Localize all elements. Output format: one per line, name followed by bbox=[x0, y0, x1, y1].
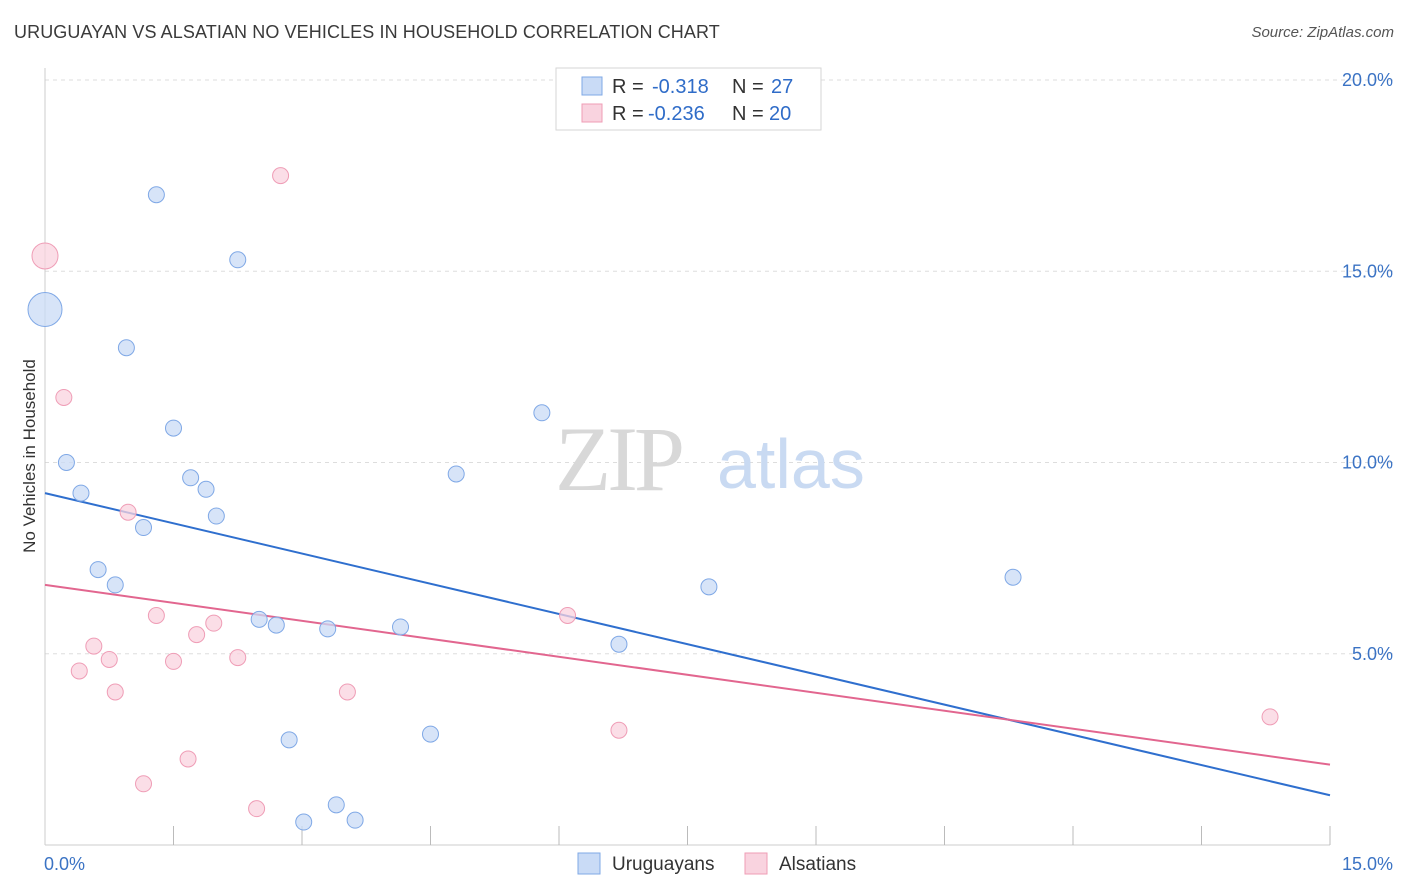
data-point-uruguayans bbox=[422, 725, 439, 743]
data-point-alsatians bbox=[559, 607, 577, 624]
legend-swatch-alsatians bbox=[581, 103, 603, 123]
data-point-alsatians bbox=[205, 614, 223, 632]
data-point-uruguayans bbox=[346, 811, 364, 829]
y-tick-label: 10.0% bbox=[1342, 453, 1393, 473]
data-point-uruguayans bbox=[89, 561, 107, 579]
x-tick-label-max: 15.0% bbox=[1342, 854, 1393, 874]
data-point-uruguayans bbox=[533, 404, 551, 422]
data-point-uruguayans bbox=[135, 519, 153, 537]
data-point-alsatians bbox=[55, 388, 73, 406]
data-point-alsatians bbox=[85, 637, 103, 655]
data-point-alsatians bbox=[248, 800, 266, 818]
data-point-uruguayans bbox=[106, 576, 124, 594]
data-point-alsatians bbox=[1261, 708, 1279, 726]
data-point-alsatians bbox=[147, 607, 165, 624]
data-point-uruguayans bbox=[267, 616, 285, 634]
data-point-uruguayans bbox=[229, 251, 247, 269]
data-point-alsatians bbox=[188, 626, 206, 644]
y-tick-label: 5.0% bbox=[1352, 644, 1393, 664]
data-point-alsatians bbox=[610, 721, 628, 739]
data-point-alsatians bbox=[229, 649, 247, 667]
watermark-zip: ZIP bbox=[555, 408, 682, 510]
data-point-uruguayans bbox=[147, 186, 165, 204]
data-point-uruguayans bbox=[700, 578, 718, 596]
legend-r-value-2: -0.236 bbox=[648, 103, 705, 125]
data-point-uruguayans bbox=[72, 484, 90, 502]
data-point-alsatians bbox=[119, 503, 137, 521]
bottom-legend-swatch-alsatians bbox=[744, 852, 768, 875]
legend-n-label-1: N = bbox=[732, 76, 764, 98]
y-tick-labels: 5.0% 10.0% 15.0% 20.0% bbox=[1342, 70, 1393, 664]
data-point-alsatians bbox=[179, 750, 197, 768]
data-point-uruguayans bbox=[447, 465, 465, 483]
data-point-uruguayans bbox=[165, 419, 182, 437]
data-point-alsatians bbox=[338, 683, 356, 701]
chart-title: URUGUAYAN VS ALSATIAN NO VEHICLES IN HOU… bbox=[14, 22, 720, 42]
legend-r-label-1: R = bbox=[612, 76, 644, 98]
data-point-alsatians bbox=[135, 775, 153, 793]
data-point-uruguayans bbox=[327, 796, 345, 814]
data-point-alsatians bbox=[165, 652, 182, 670]
legend-n-value-2: 20 bbox=[769, 103, 791, 125]
legend-r-label-2: R = bbox=[612, 103, 644, 125]
x-ticks bbox=[173, 826, 1331, 845]
data-points bbox=[27, 167, 1279, 831]
data-point-uruguayans bbox=[1004, 568, 1022, 586]
data-point-uruguayans bbox=[27, 292, 63, 327]
data-point-uruguayans bbox=[392, 618, 410, 636]
data-point-uruguayans bbox=[197, 480, 215, 498]
data-point-uruguayans bbox=[610, 635, 628, 653]
data-point-alsatians bbox=[272, 167, 290, 185]
legend-swatch-uruguayans bbox=[581, 76, 603, 96]
trend-lines bbox=[44, 492, 1331, 797]
bottom-legend-swatch-uruguayans bbox=[577, 852, 601, 875]
correlation-legend: R = -0.318 N = 27 R = -0.236 N = 20 bbox=[555, 67, 822, 131]
trend-line-alsatians bbox=[44, 583, 1331, 766]
y-tick-label: 15.0% bbox=[1342, 261, 1393, 281]
data-point-uruguayans bbox=[182, 469, 200, 487]
watermark-atlas: atlas bbox=[717, 425, 865, 503]
grid-lines bbox=[45, 79, 1393, 655]
legend-n-value-1: 27 bbox=[771, 76, 793, 98]
bottom-legend-alsatians: Alsatians bbox=[779, 854, 856, 875]
data-point-uruguayans bbox=[280, 731, 298, 749]
trend-line-uruguayans bbox=[44, 492, 1331, 797]
y-tick-label: 20.0% bbox=[1342, 70, 1393, 90]
series-legend: Uruguayans Alsatians bbox=[577, 852, 856, 875]
data-point-uruguayans bbox=[117, 339, 135, 357]
bottom-legend-uruguayans: Uruguayans bbox=[612, 854, 714, 875]
data-point-uruguayans bbox=[250, 610, 268, 628]
data-point-alsatians bbox=[31, 242, 59, 270]
legend-n-label-2: N = bbox=[732, 103, 764, 125]
data-point-uruguayans bbox=[319, 620, 337, 638]
data-point-alsatians bbox=[70, 662, 88, 680]
y-axis-title: No Vehicles in Household bbox=[20, 359, 39, 553]
data-point-alsatians bbox=[100, 650, 118, 668]
data-point-uruguayans bbox=[295, 813, 313, 831]
legend-r-value-1: -0.318 bbox=[652, 76, 709, 98]
x-tick-label-min: 0.0% bbox=[44, 854, 85, 874]
data-point-uruguayans bbox=[57, 454, 75, 471]
data-point-uruguayans bbox=[207, 507, 225, 525]
source-label: Source: ZipAtlas.com bbox=[1251, 24, 1394, 41]
data-point-alsatians bbox=[106, 683, 124, 701]
